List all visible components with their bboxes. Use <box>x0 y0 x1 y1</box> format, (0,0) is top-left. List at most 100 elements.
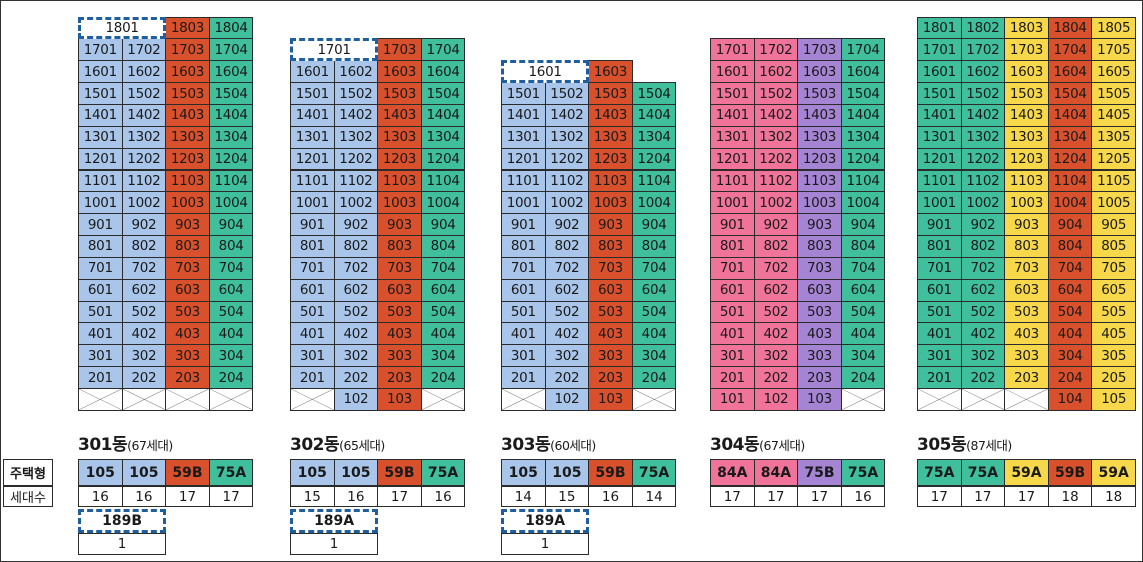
unit-cell: 501 <box>710 300 755 324</box>
unit-cell: 604 <box>840 278 886 302</box>
unit-cell: 202 <box>121 366 167 389</box>
unit-cell: 601 <box>710 278 755 302</box>
building-household-count: (67세대) <box>127 438 173 453</box>
penthouse-unit-cell: 1601 <box>501 60 590 84</box>
unit-cell: 503 <box>1004 300 1049 324</box>
household-count-cell: 17 <box>710 486 755 507</box>
building-title: 303동(60세대) <box>501 430 596 455</box>
unit-cell: 1104 <box>420 169 466 193</box>
unit-cell: 702 <box>121 256 167 280</box>
unit-cell: 1404 <box>840 103 886 127</box>
unit-cell: 1105 <box>1091 169 1136 193</box>
unit-cell: 904 <box>208 213 254 237</box>
unit-cell: 901 <box>78 213 123 237</box>
unit-type-cell: 105 <box>544 459 590 486</box>
unit-cell: 103 <box>377 388 422 411</box>
unit-type-cell: 84A <box>753 459 799 486</box>
unit-cell: 1102 <box>121 169 167 193</box>
unit-cell: 903 <box>377 213 422 237</box>
unit-cell: 303 <box>588 344 633 368</box>
unit-cell: 301 <box>710 344 755 368</box>
unit-cell: 1202 <box>544 147 590 171</box>
unit-type-cell: 105 <box>333 459 379 486</box>
unit-cell: 302 <box>121 344 167 368</box>
unit-cell: 1701 <box>710 38 755 62</box>
unit-cell: 1303 <box>165 125 210 149</box>
unit-cell: 502 <box>544 300 590 324</box>
unit-cell: 1302 <box>333 125 379 149</box>
unit-cell: 1702 <box>121 38 167 62</box>
unit-cell: 1102 <box>333 169 379 193</box>
unit-cell: 1704 <box>1047 38 1093 62</box>
unit-cell: 302 <box>544 344 590 368</box>
unit-type-cell: 59B <box>588 459 633 486</box>
unit-cell: 1302 <box>753 125 799 149</box>
unit-cell: 1104 <box>208 169 254 193</box>
unit-cell: 501 <box>78 300 123 324</box>
unit-cell: 1103 <box>797 169 842 193</box>
unit-cell: 1301 <box>917 125 962 149</box>
unit-cell: 1205 <box>1091 147 1136 171</box>
unit-cell: 1403 <box>797 103 842 127</box>
unit-cell: 103 <box>588 388 633 411</box>
household-count-cell: 17 <box>753 486 799 507</box>
unit-cell: 702 <box>960 256 1006 280</box>
unit-cell: 1703 <box>1004 38 1049 62</box>
unit-cell: 602 <box>544 278 590 302</box>
unit-cell: 405 <box>1091 322 1136 346</box>
unit-cell: 1604 <box>840 60 886 84</box>
building-name: 305동 <box>917 435 967 455</box>
row-label-count: 세대수 <box>3 486 53 507</box>
unit-cell: 802 <box>753 235 799 258</box>
unit-cell: 1403 <box>588 103 633 127</box>
unit-cell: 404 <box>840 322 886 346</box>
unit-cell: 1003 <box>165 191 210 215</box>
unit-cell: 803 <box>797 235 842 258</box>
unit-cell: 1702 <box>960 38 1006 62</box>
unit-cell: 201 <box>78 366 123 389</box>
unit-cell: 1303 <box>797 125 842 149</box>
unit-cell: 303 <box>165 344 210 368</box>
unit-type-cell: 105 <box>121 459 167 486</box>
unit-cell: 1004 <box>420 191 466 215</box>
unit-cell: 102 <box>753 388 799 411</box>
unit-cell: 1104 <box>631 169 677 193</box>
unit-cell: 1201 <box>917 147 962 171</box>
unit-cell: 904 <box>631 213 677 237</box>
unit-cell: 1703 <box>377 38 422 62</box>
unit-cell: 503 <box>797 300 842 324</box>
unit-cell: 1505 <box>1091 82 1136 105</box>
unit-cell: 1803 <box>165 16 210 40</box>
unit-cell: 802 <box>121 235 167 258</box>
building-household-count: (67세대) <box>759 438 805 453</box>
unit-cell: 1605 <box>1091 60 1136 84</box>
unit-cell: 203 <box>588 366 633 389</box>
unit-cell: 804 <box>631 235 677 258</box>
unit-cell: 1302 <box>121 125 167 149</box>
unit-cell: 302 <box>753 344 799 368</box>
household-count-cell: 17 <box>917 486 962 507</box>
unit-cell: 604 <box>631 278 677 302</box>
unit-cell: 1202 <box>121 147 167 171</box>
unit-cell: 804 <box>420 235 466 258</box>
empty-unit-cell <box>917 388 962 411</box>
household-count-cell: 15 <box>290 486 335 507</box>
unit-cell: 702 <box>753 256 799 280</box>
unit-cell: 1603 <box>797 60 842 84</box>
unit-cell: 1401 <box>78 103 123 127</box>
unit-cell: 1502 <box>753 82 799 105</box>
unit-cell: 701 <box>78 256 123 280</box>
unit-cell: 1404 <box>420 103 466 127</box>
unit-cell: 1304 <box>420 125 466 149</box>
unit-cell: 1101 <box>501 169 546 193</box>
unit-cell: 1503 <box>797 82 842 105</box>
unit-cell: 1702 <box>753 38 799 62</box>
unit-cell: 1403 <box>377 103 422 127</box>
unit-cell: 1504 <box>631 82 677 105</box>
unit-cell: 304 <box>631 344 677 368</box>
penthouse-unit-cell: 1801 <box>78 16 167 40</box>
unit-cell: 1004 <box>631 191 677 215</box>
unit-cell: 1502 <box>960 82 1006 105</box>
unit-type-cell: 75A <box>960 459 1006 486</box>
unit-cell: 802 <box>960 235 1006 258</box>
